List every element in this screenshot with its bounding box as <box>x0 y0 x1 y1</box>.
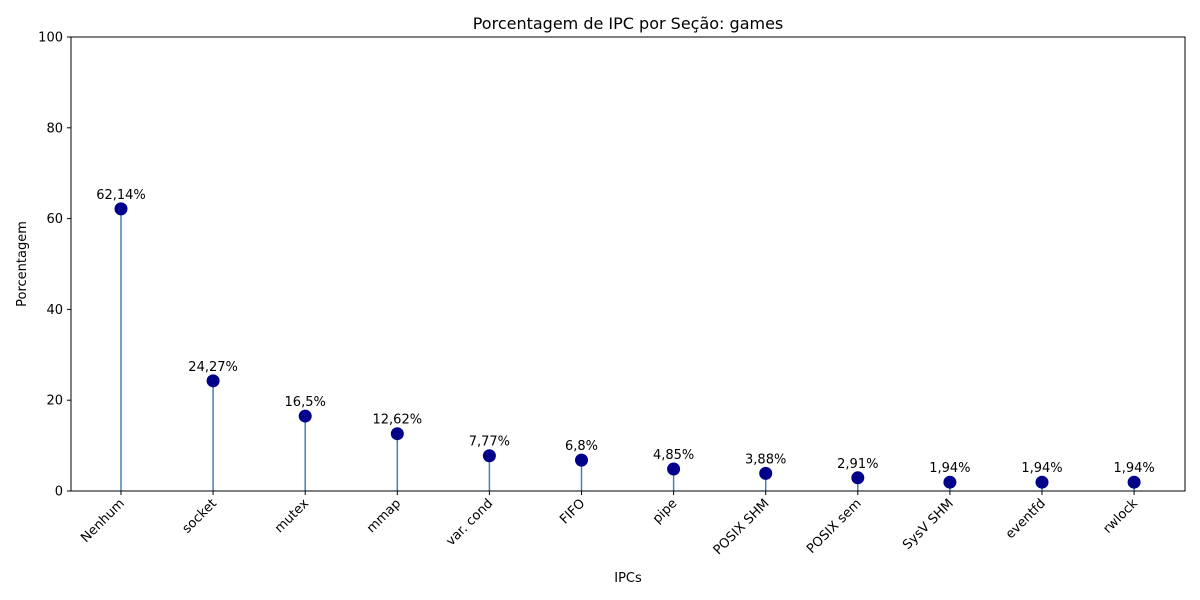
data-label: 1,94% <box>1021 461 1062 476</box>
lollipop-marker <box>206 374 220 388</box>
lollipop-marker <box>1035 475 1049 489</box>
lollipop-marker <box>390 427 404 441</box>
lollipop-marker <box>575 453 588 467</box>
x-axis-label: IPCs <box>614 571 642 586</box>
data-label: 12,62% <box>373 413 423 428</box>
data-label: 6,8% <box>565 439 598 454</box>
y-tick-label: 0 <box>55 485 63 500</box>
plot-frame <box>70 36 1186 492</box>
lollipop-marker <box>667 462 681 476</box>
y-axis-ticks: 0 20 40 60 80 100 <box>38 31 71 500</box>
data-label: 62,14% <box>96 188 146 203</box>
data-label: 16,5% <box>285 395 326 410</box>
lollipop-marker <box>851 471 865 485</box>
lollipop-marker <box>298 409 312 423</box>
chart-title: Porcentagem de IPC por Seção: games <box>473 14 784 33</box>
data-label: 1,94% <box>929 461 970 476</box>
lollipop-marker <box>114 202 128 216</box>
data-label: 24,27% <box>188 360 238 375</box>
data-label: 4,85% <box>653 448 694 463</box>
data-label: 3,88% <box>745 452 786 467</box>
y-tick-label: 40 <box>46 303 63 318</box>
y-tick-label: 60 <box>46 212 63 227</box>
y-tick-label: 80 <box>46 121 63 136</box>
lollipop-marker <box>482 449 496 463</box>
lollipop-marker <box>759 466 773 480</box>
data-label: 2,91% <box>837 457 878 472</box>
lollipop-marker <box>1127 475 1141 489</box>
data-marks: 62,14% 24,27% 16,5% 12,62% 7,77% 6,8% 4,85% 3,8… <box>96 188 1155 491</box>
y-axis-label: Porcentagem <box>15 221 30 307</box>
y-tick-label: 20 <box>46 394 63 409</box>
data-label: 1,94% <box>1113 461 1154 476</box>
y-tick-label: 100 <box>38 31 63 46</box>
data-label: 7,77% <box>469 435 510 450</box>
lollipop-marker <box>943 475 957 489</box>
